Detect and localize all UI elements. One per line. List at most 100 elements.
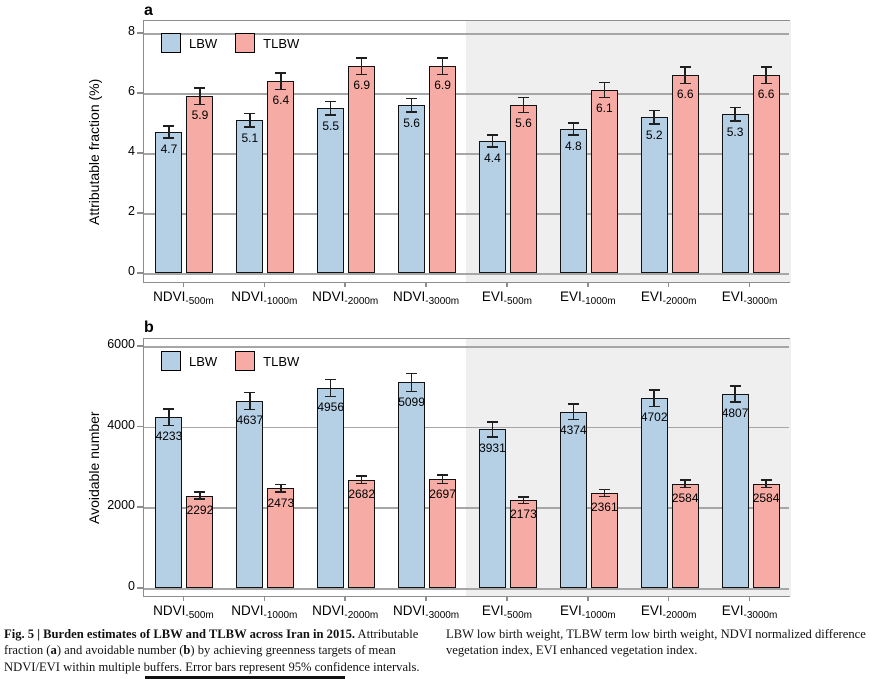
errorbar-cap-bottom xyxy=(486,146,498,148)
errorbar-cap-bottom xyxy=(517,502,529,505)
bar-tlbw-evi-500m xyxy=(509,105,537,273)
errorbar-cap-bottom xyxy=(517,111,529,114)
errorbar-line xyxy=(572,403,575,421)
bar-tlbw-evi-3000m xyxy=(752,75,780,273)
bar-value-label: 2292 xyxy=(186,502,214,517)
errorbar-cap-top xyxy=(486,134,498,136)
bar-value-label: 4.7 xyxy=(160,141,178,156)
y-tick-mark xyxy=(137,152,143,154)
errorbar-cap-bottom xyxy=(244,126,256,128)
errorbar-line xyxy=(441,474,444,485)
caption-right-column: LBW low birth weight, TLBW term low birt… xyxy=(446,626,870,675)
bar-tlbw-ndvi-1000m xyxy=(267,81,295,273)
panel-a-letter: a xyxy=(144,2,153,19)
caption-text: Attributable fraction ( xyxy=(4,627,419,658)
errorbar-cap-top xyxy=(325,100,337,102)
errorbar-cap-top xyxy=(163,408,175,410)
x-axis-label: NDVI-3000m xyxy=(392,289,460,307)
y-tick-mark xyxy=(137,92,143,94)
gridline xyxy=(144,426,789,429)
y-tick-mark xyxy=(137,212,143,214)
errorbar-cap-bottom xyxy=(163,137,175,139)
bar-value-label: 5.3 xyxy=(726,124,744,139)
errorbar-cap-bottom xyxy=(486,436,498,438)
errorbar-line xyxy=(168,408,170,427)
bar-lbw-evi-1000m xyxy=(559,411,587,588)
bar-value-label: 5.6 xyxy=(403,115,420,130)
bar-tlbw-evi-3000m xyxy=(752,483,780,588)
errorbar-line xyxy=(329,100,332,116)
errorbar-cap-bottom xyxy=(356,73,368,75)
errorbar-cap-top xyxy=(406,372,418,375)
x-axis-label: NDVI-2000m xyxy=(312,603,379,621)
errorbar-line xyxy=(280,72,282,90)
bar-lbw-ndvi-500m xyxy=(155,417,183,588)
errorbar-line xyxy=(491,134,494,148)
y-tick-label: 6000 xyxy=(107,337,135,351)
bar-lbw-ndvi-2000m xyxy=(317,388,345,588)
errorbar-cap-top xyxy=(760,66,772,68)
bar-lbw-evi-3000m xyxy=(721,114,749,273)
x-tick-mark xyxy=(667,597,670,601)
bar-tlbw-evi-2000m xyxy=(671,75,699,273)
errorbar-cap-bottom xyxy=(679,486,691,489)
errorbar-line xyxy=(360,57,363,75)
bar-lbw-evi-500m xyxy=(478,429,506,588)
gridline xyxy=(144,346,789,348)
y-tick-mark xyxy=(137,506,143,508)
errorbar-line xyxy=(249,391,251,411)
errorbar-cap-bottom xyxy=(567,418,579,421)
bar-tlbw-ndvi-1000m xyxy=(267,488,295,588)
x-axis-label: EVI-500m xyxy=(481,603,532,621)
bar-value-label: 4702 xyxy=(640,410,668,425)
errorbar-cap-bottom xyxy=(437,73,449,75)
y-tick-mark xyxy=(137,425,143,428)
legend-swatch-tlbw xyxy=(235,351,256,371)
legend-swatch-lbw xyxy=(161,351,181,371)
errorbar-cap-top xyxy=(567,122,579,124)
bar-value-label: 2361 xyxy=(590,500,618,514)
bar-tlbw-ndvi-500m xyxy=(186,96,214,273)
errorbar-cap-top xyxy=(194,491,206,493)
errorbar-line xyxy=(360,475,363,485)
bar-value-label: 4637 xyxy=(236,413,264,428)
bar-value-label: 4233 xyxy=(155,429,183,444)
errorbar-cap-top xyxy=(729,106,741,108)
bar-value-label: 4807 xyxy=(721,405,749,420)
bar-value-label: 5.1 xyxy=(241,130,259,145)
bar-value-label: 6.6 xyxy=(676,87,694,101)
errorbar-cap-bottom xyxy=(729,120,741,122)
errorbar-cap-top xyxy=(598,81,610,84)
legend-label: TLBW xyxy=(263,35,300,51)
x-tick-mark xyxy=(587,597,589,601)
errorbar-cap-top xyxy=(567,403,579,405)
x-axis-label: EVI-2000m xyxy=(640,289,697,307)
errorbar-cap-top xyxy=(437,57,449,59)
errorbar-cap-bottom xyxy=(406,111,418,113)
x-axis-label: EVI-3000m xyxy=(721,289,778,307)
errorbar-line xyxy=(765,66,767,84)
errorbar-cap-bottom xyxy=(194,103,206,105)
gridline xyxy=(144,507,789,509)
errorbar-cap-bottom xyxy=(567,134,579,136)
bar-tlbw-ndvi-2000m xyxy=(348,66,376,273)
x-tick-mark xyxy=(667,283,670,287)
x-tick-mark xyxy=(344,597,346,601)
bar-tlbw-ndvi-3000m xyxy=(429,66,457,273)
errorbar-cap-top xyxy=(648,389,660,391)
figure-caption: Fig. 5 | Burden estimates of LBW and TLB… xyxy=(4,626,870,675)
x-tick-mark xyxy=(748,283,751,287)
caption-text: ) and avoidable number ( xyxy=(56,643,184,658)
y-tick-label: 6 xyxy=(128,84,135,98)
errorbar-line xyxy=(199,491,201,500)
errorbar-line xyxy=(522,496,525,505)
errorbar-cap-top xyxy=(648,109,660,111)
y-tick-mark xyxy=(137,587,143,589)
errorbar-line xyxy=(572,122,575,136)
bar-value-label: 6.6 xyxy=(757,87,775,101)
bar-lbw-ndvi-1000m xyxy=(236,120,264,273)
errorbar-cap-top xyxy=(325,378,337,381)
bar-value-label: 5.2 xyxy=(645,127,663,142)
bar-value-label: 5.6 xyxy=(515,116,532,131)
errorbar-cap-bottom xyxy=(275,88,287,90)
